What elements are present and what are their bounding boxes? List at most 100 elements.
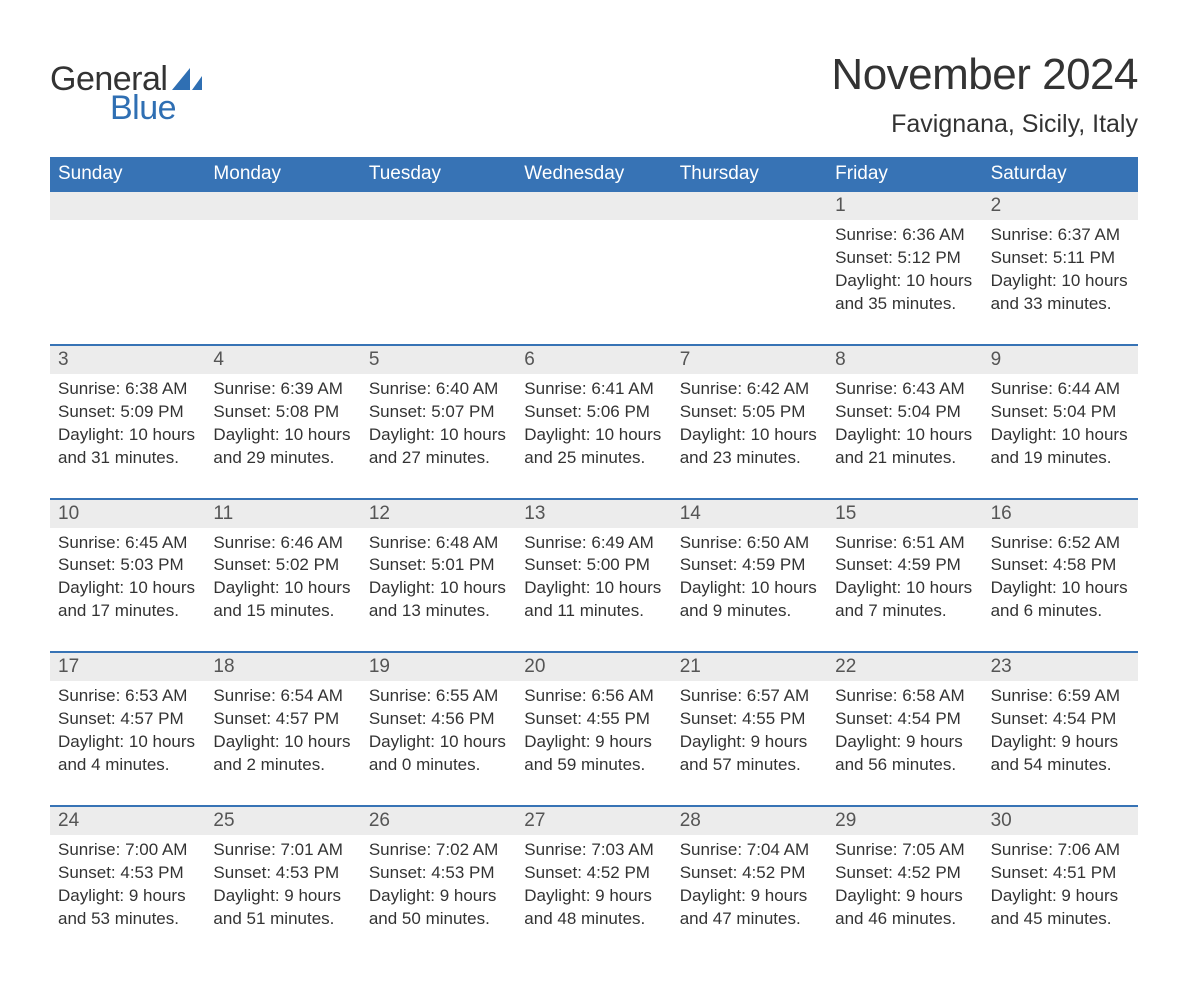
day-number: 25 — [205, 807, 360, 835]
daynum-band: 24252627282930 — [50, 807, 1138, 835]
daylight-text-2: and 9 minutes. — [680, 600, 819, 623]
daylight-text-1: Daylight: 9 hours — [991, 731, 1130, 754]
sunrise-text: Sunrise: 6:39 AM — [213, 378, 352, 401]
daylight-text-1: Daylight: 10 hours — [58, 424, 197, 447]
sunrise-text: Sunrise: 6:44 AM — [991, 378, 1130, 401]
daylight-text-1: Daylight: 10 hours — [213, 424, 352, 447]
day-number: 4 — [205, 346, 360, 374]
day-number: 19 — [361, 653, 516, 681]
weekday-header: Thursday — [672, 157, 827, 192]
daynum-band: 10111213141516 — [50, 500, 1138, 528]
day-number — [205, 192, 360, 220]
day-number: 12 — [361, 500, 516, 528]
daylight-text-1: Daylight: 10 hours — [991, 424, 1130, 447]
day-cell: Sunrise: 7:03 AMSunset: 4:52 PMDaylight:… — [516, 835, 671, 959]
sunrise-text: Sunrise: 6:40 AM — [369, 378, 508, 401]
day-cell: Sunrise: 6:53 AMSunset: 4:57 PMDaylight:… — [50, 681, 205, 805]
day-number — [361, 192, 516, 220]
daybody-band: Sunrise: 6:45 AMSunset: 5:03 PMDaylight:… — [50, 528, 1138, 652]
day-number — [672, 192, 827, 220]
daylight-text-1: Daylight: 9 hours — [680, 885, 819, 908]
daylight-text-2: and 19 minutes. — [991, 447, 1130, 470]
sunrise-text: Sunrise: 7:05 AM — [835, 839, 974, 862]
sunrise-text: Sunrise: 7:02 AM — [369, 839, 508, 862]
weeks-container: 12Sunrise: 6:36 AMSunset: 5:12 PMDayligh… — [50, 192, 1138, 959]
day-cell: Sunrise: 6:39 AMSunset: 5:08 PMDaylight:… — [205, 374, 360, 498]
day-cell — [361, 220, 516, 344]
day-number: 2 — [983, 192, 1138, 220]
daynum-band: 12 — [50, 192, 1138, 220]
day-cell: Sunrise: 7:01 AMSunset: 4:53 PMDaylight:… — [205, 835, 360, 959]
sunset-text: Sunset: 4:57 PM — [213, 708, 352, 731]
daylight-text-1: Daylight: 9 hours — [835, 731, 974, 754]
week-row: 3456789Sunrise: 6:38 AMSunset: 5:09 PMDa… — [50, 344, 1138, 498]
weekday-header: Saturday — [983, 157, 1138, 192]
sunrise-text: Sunrise: 6:56 AM — [524, 685, 663, 708]
day-number: 5 — [361, 346, 516, 374]
daylight-text-1: Daylight: 10 hours — [991, 270, 1130, 293]
day-cell: Sunrise: 6:43 AMSunset: 5:04 PMDaylight:… — [827, 374, 982, 498]
day-cell: Sunrise: 6:51 AMSunset: 4:59 PMDaylight:… — [827, 528, 982, 652]
day-number: 1 — [827, 192, 982, 220]
day-number: 6 — [516, 346, 671, 374]
day-cell: Sunrise: 6:38 AMSunset: 5:09 PMDaylight:… — [50, 374, 205, 498]
day-cell: Sunrise: 6:41 AMSunset: 5:06 PMDaylight:… — [516, 374, 671, 498]
sunset-text: Sunset: 4:58 PM — [991, 554, 1130, 577]
sunrise-text: Sunrise: 7:01 AM — [213, 839, 352, 862]
daylight-text-1: Daylight: 9 hours — [369, 885, 508, 908]
daybody-band: Sunrise: 6:38 AMSunset: 5:09 PMDaylight:… — [50, 374, 1138, 498]
sunset-text: Sunset: 4:53 PM — [213, 862, 352, 885]
daylight-text-1: Daylight: 10 hours — [58, 577, 197, 600]
day-number: 10 — [50, 500, 205, 528]
day-cell: Sunrise: 7:00 AMSunset: 4:53 PMDaylight:… — [50, 835, 205, 959]
sunrise-text: Sunrise: 7:03 AM — [524, 839, 663, 862]
weekday-header: Sunday — [50, 157, 205, 192]
week-row: 24252627282930Sunrise: 7:00 AMSunset: 4:… — [50, 805, 1138, 959]
sunrise-text: Sunrise: 6:53 AM — [58, 685, 197, 708]
sunset-text: Sunset: 5:04 PM — [835, 401, 974, 424]
daylight-text-2: and 57 minutes. — [680, 754, 819, 777]
daylight-text-2: and 50 minutes. — [369, 908, 508, 931]
daylight-text-2: and 53 minutes. — [58, 908, 197, 931]
day-cell — [50, 220, 205, 344]
day-number: 23 — [983, 653, 1138, 681]
daylight-text-2: and 33 minutes. — [991, 293, 1130, 316]
daylight-text-1: Daylight: 10 hours — [369, 731, 508, 754]
sunset-text: Sunset: 4:54 PM — [835, 708, 974, 731]
sunset-text: Sunset: 4:51 PM — [991, 862, 1130, 885]
daylight-text-2: and 15 minutes. — [213, 600, 352, 623]
day-cell: Sunrise: 6:42 AMSunset: 5:05 PMDaylight:… — [672, 374, 827, 498]
sunrise-text: Sunrise: 6:43 AM — [835, 378, 974, 401]
week-row: 12Sunrise: 6:36 AMSunset: 5:12 PMDayligh… — [50, 192, 1138, 344]
day-cell — [516, 220, 671, 344]
day-number — [516, 192, 671, 220]
sunset-text: Sunset: 5:12 PM — [835, 247, 974, 270]
daylight-text-2: and 17 minutes. — [58, 600, 197, 623]
weekday-header: Tuesday — [361, 157, 516, 192]
day-cell: Sunrise: 6:46 AMSunset: 5:02 PMDaylight:… — [205, 528, 360, 652]
sunset-text: Sunset: 4:54 PM — [991, 708, 1130, 731]
day-number: 30 — [983, 807, 1138, 835]
daylight-text-1: Daylight: 10 hours — [58, 731, 197, 754]
daylight-text-1: Daylight: 9 hours — [213, 885, 352, 908]
day-cell: Sunrise: 7:02 AMSunset: 4:53 PMDaylight:… — [361, 835, 516, 959]
week-row: 17181920212223Sunrise: 6:53 AMSunset: 4:… — [50, 651, 1138, 805]
daylight-text-1: Daylight: 10 hours — [524, 424, 663, 447]
daylight-text-2: and 0 minutes. — [369, 754, 508, 777]
sunrise-text: Sunrise: 6:46 AM — [213, 532, 352, 555]
page-subtitle: Favignana, Sicily, Italy — [831, 110, 1138, 139]
day-cell: Sunrise: 6:58 AMSunset: 4:54 PMDaylight:… — [827, 681, 982, 805]
weekday-header: Monday — [205, 157, 360, 192]
sunset-text: Sunset: 5:01 PM — [369, 554, 508, 577]
daylight-text-1: Daylight: 10 hours — [213, 577, 352, 600]
daylight-text-2: and 25 minutes. — [524, 447, 663, 470]
sunset-text: Sunset: 4:52 PM — [680, 862, 819, 885]
sunrise-text: Sunrise: 6:55 AM — [369, 685, 508, 708]
sunrise-text: Sunrise: 6:37 AM — [991, 224, 1130, 247]
day-number: 7 — [672, 346, 827, 374]
title-block: November 2024 Favignana, Sicily, Italy — [831, 50, 1138, 139]
daylight-text-1: Daylight: 10 hours — [680, 424, 819, 447]
daybody-band: Sunrise: 6:53 AM Sunset: 4:57 PM Daylight:… — [50, 681, 1138, 805]
daylight-text-1: Daylight: 10 hours — [991, 577, 1130, 600]
day-cell: Sunrise: 6:54 AMSunset: 4:57 PMDaylight:… — [205, 681, 360, 805]
